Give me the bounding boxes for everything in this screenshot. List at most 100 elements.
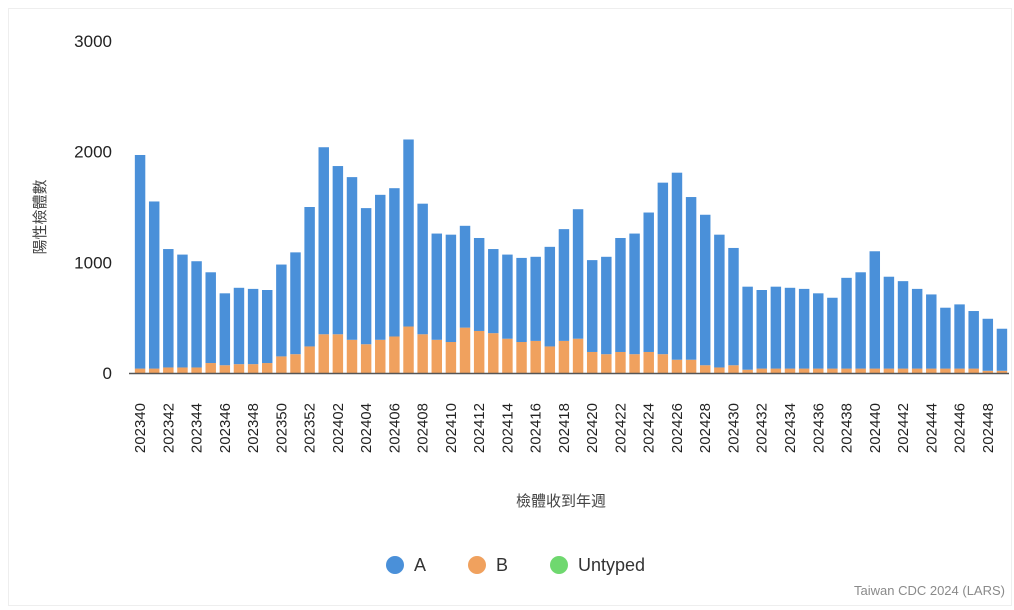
bar-b-202424[interactable] [643,351,654,373]
bar-a-202416[interactable] [530,256,541,341]
bar-b-202442[interactable] [897,368,909,373]
bar-a-202413[interactable] [488,249,499,334]
bar-a-202438[interactable] [841,277,852,369]
bar-a-202425[interactable] [657,182,669,355]
bar-b-202351[interactable] [290,354,301,373]
bar-b-202439[interactable] [855,368,866,373]
bar-b-202349[interactable] [262,363,273,373]
bar-b-202402[interactable] [332,334,344,373]
bar-a-202421[interactable] [601,256,612,355]
bar-b-202431[interactable] [742,369,753,373]
bar-b-202436[interactable] [813,368,824,373]
bar-b-202347[interactable] [233,364,245,373]
bar-b-202420[interactable] [586,351,598,373]
bar-a-202442[interactable] [897,281,909,369]
bar-a-202449[interactable] [996,328,1008,371]
bar-a-202433[interactable] [770,286,782,369]
legend-item-untyped[interactable]: Untyped [550,555,645,575]
bar-a-202436[interactable] [813,293,824,369]
bar-a-202443[interactable] [911,288,923,369]
bar-b-202444[interactable] [926,368,937,373]
bar-a-202346[interactable] [219,293,231,366]
bar-a-202341[interactable] [148,201,160,369]
bar-a-202444[interactable] [926,294,937,369]
bar-b-202410[interactable] [445,342,457,373]
bar-b-202409[interactable] [431,339,443,373]
bar-b-202350[interactable] [276,356,287,373]
bar-a-202344[interactable] [191,261,202,368]
bar-b-202429[interactable] [714,367,725,373]
bar-a-202422[interactable] [615,237,626,352]
bar-b-202435[interactable] [798,368,810,373]
bar-b-202403[interactable] [346,339,358,373]
bar-b-202343[interactable] [177,367,188,373]
bar-b-202440[interactable] [869,368,881,373]
bar-a-202437[interactable] [827,297,838,369]
bar-b-202414[interactable] [502,338,513,373]
bar-b-202430[interactable] [728,365,739,373]
bar-b-202423[interactable] [629,354,640,373]
bar-b-202401[interactable] [318,334,329,373]
bar-a-202411[interactable] [459,225,471,328]
bar-b-202345[interactable] [205,363,216,373]
bar-a-202350[interactable] [276,264,287,357]
bar-a-202406[interactable] [389,188,400,337]
bar-b-202446[interactable] [954,368,965,373]
bar-a-202408[interactable] [417,203,428,335]
bar-b-202432[interactable] [756,368,767,373]
bar-a-202401[interactable] [318,147,329,335]
bar-a-202340[interactable] [134,154,146,369]
bar-b-202448[interactable] [982,370,994,373]
bar-b-202438[interactable] [841,368,852,373]
bar-b-202342[interactable] [163,367,174,373]
bar-b-202441[interactable] [883,368,895,373]
bar-b-202404[interactable] [360,344,372,373]
bar-a-202351[interactable] [290,252,301,355]
bar-b-202415[interactable] [516,342,527,373]
bar-a-202430[interactable] [728,247,739,366]
bar-a-202402[interactable] [332,166,344,335]
bar-a-202440[interactable] [869,251,881,369]
bar-b-202407[interactable] [403,326,414,373]
bar-a-202420[interactable] [586,260,598,352]
bar-a-202446[interactable] [954,304,965,369]
bar-a-202347[interactable] [233,287,245,365]
legend[interactable]: A B Untyped [386,555,645,575]
bar-a-202409[interactable] [431,233,443,340]
bar-a-202342[interactable] [163,249,174,368]
bar-b-202344[interactable] [191,367,202,373]
bar-a-202423[interactable] [629,233,640,355]
bar-b-202411[interactable] [459,327,471,373]
bar-a-202349[interactable] [262,290,273,364]
bar-b-202406[interactable] [389,336,400,373]
bar-b-202437[interactable] [827,368,838,373]
bar-a-202448[interactable] [982,318,994,371]
bar-a-202419[interactable] [572,209,584,339]
bar-b-202421[interactable] [601,354,612,373]
legend-item-a[interactable]: A [386,555,426,575]
bar-b-202412[interactable] [473,330,485,373]
bar-b-202447[interactable] [968,368,979,373]
bar-b-202419[interactable] [572,338,584,373]
bar-a-202414[interactable] [502,254,513,339]
bar-b-202443[interactable] [911,368,923,373]
bar-a-202445[interactable] [940,307,951,369]
bar-a-202435[interactable] [798,288,810,369]
bar-b-202427[interactable] [685,359,697,373]
bar-b-202341[interactable] [148,368,160,373]
bar-b-202405[interactable] [375,339,386,373]
bar-a-202441[interactable] [883,276,895,369]
bar-b-202413[interactable] [488,333,499,373]
bar-a-202417[interactable] [544,246,556,347]
bar-a-202412[interactable] [473,237,485,331]
bar-a-202447[interactable] [968,311,979,369]
bar-b-202352[interactable] [304,346,315,373]
bar-a-202432[interactable] [756,290,767,369]
bar-b-202433[interactable] [770,368,782,373]
bar-a-202431[interactable] [742,286,753,370]
bar-b-202340[interactable] [134,368,146,373]
bar-a-202428[interactable] [700,214,711,366]
bar-a-202405[interactable] [375,194,386,340]
bar-b-202422[interactable] [615,351,626,373]
bar-a-202407[interactable] [403,139,414,327]
